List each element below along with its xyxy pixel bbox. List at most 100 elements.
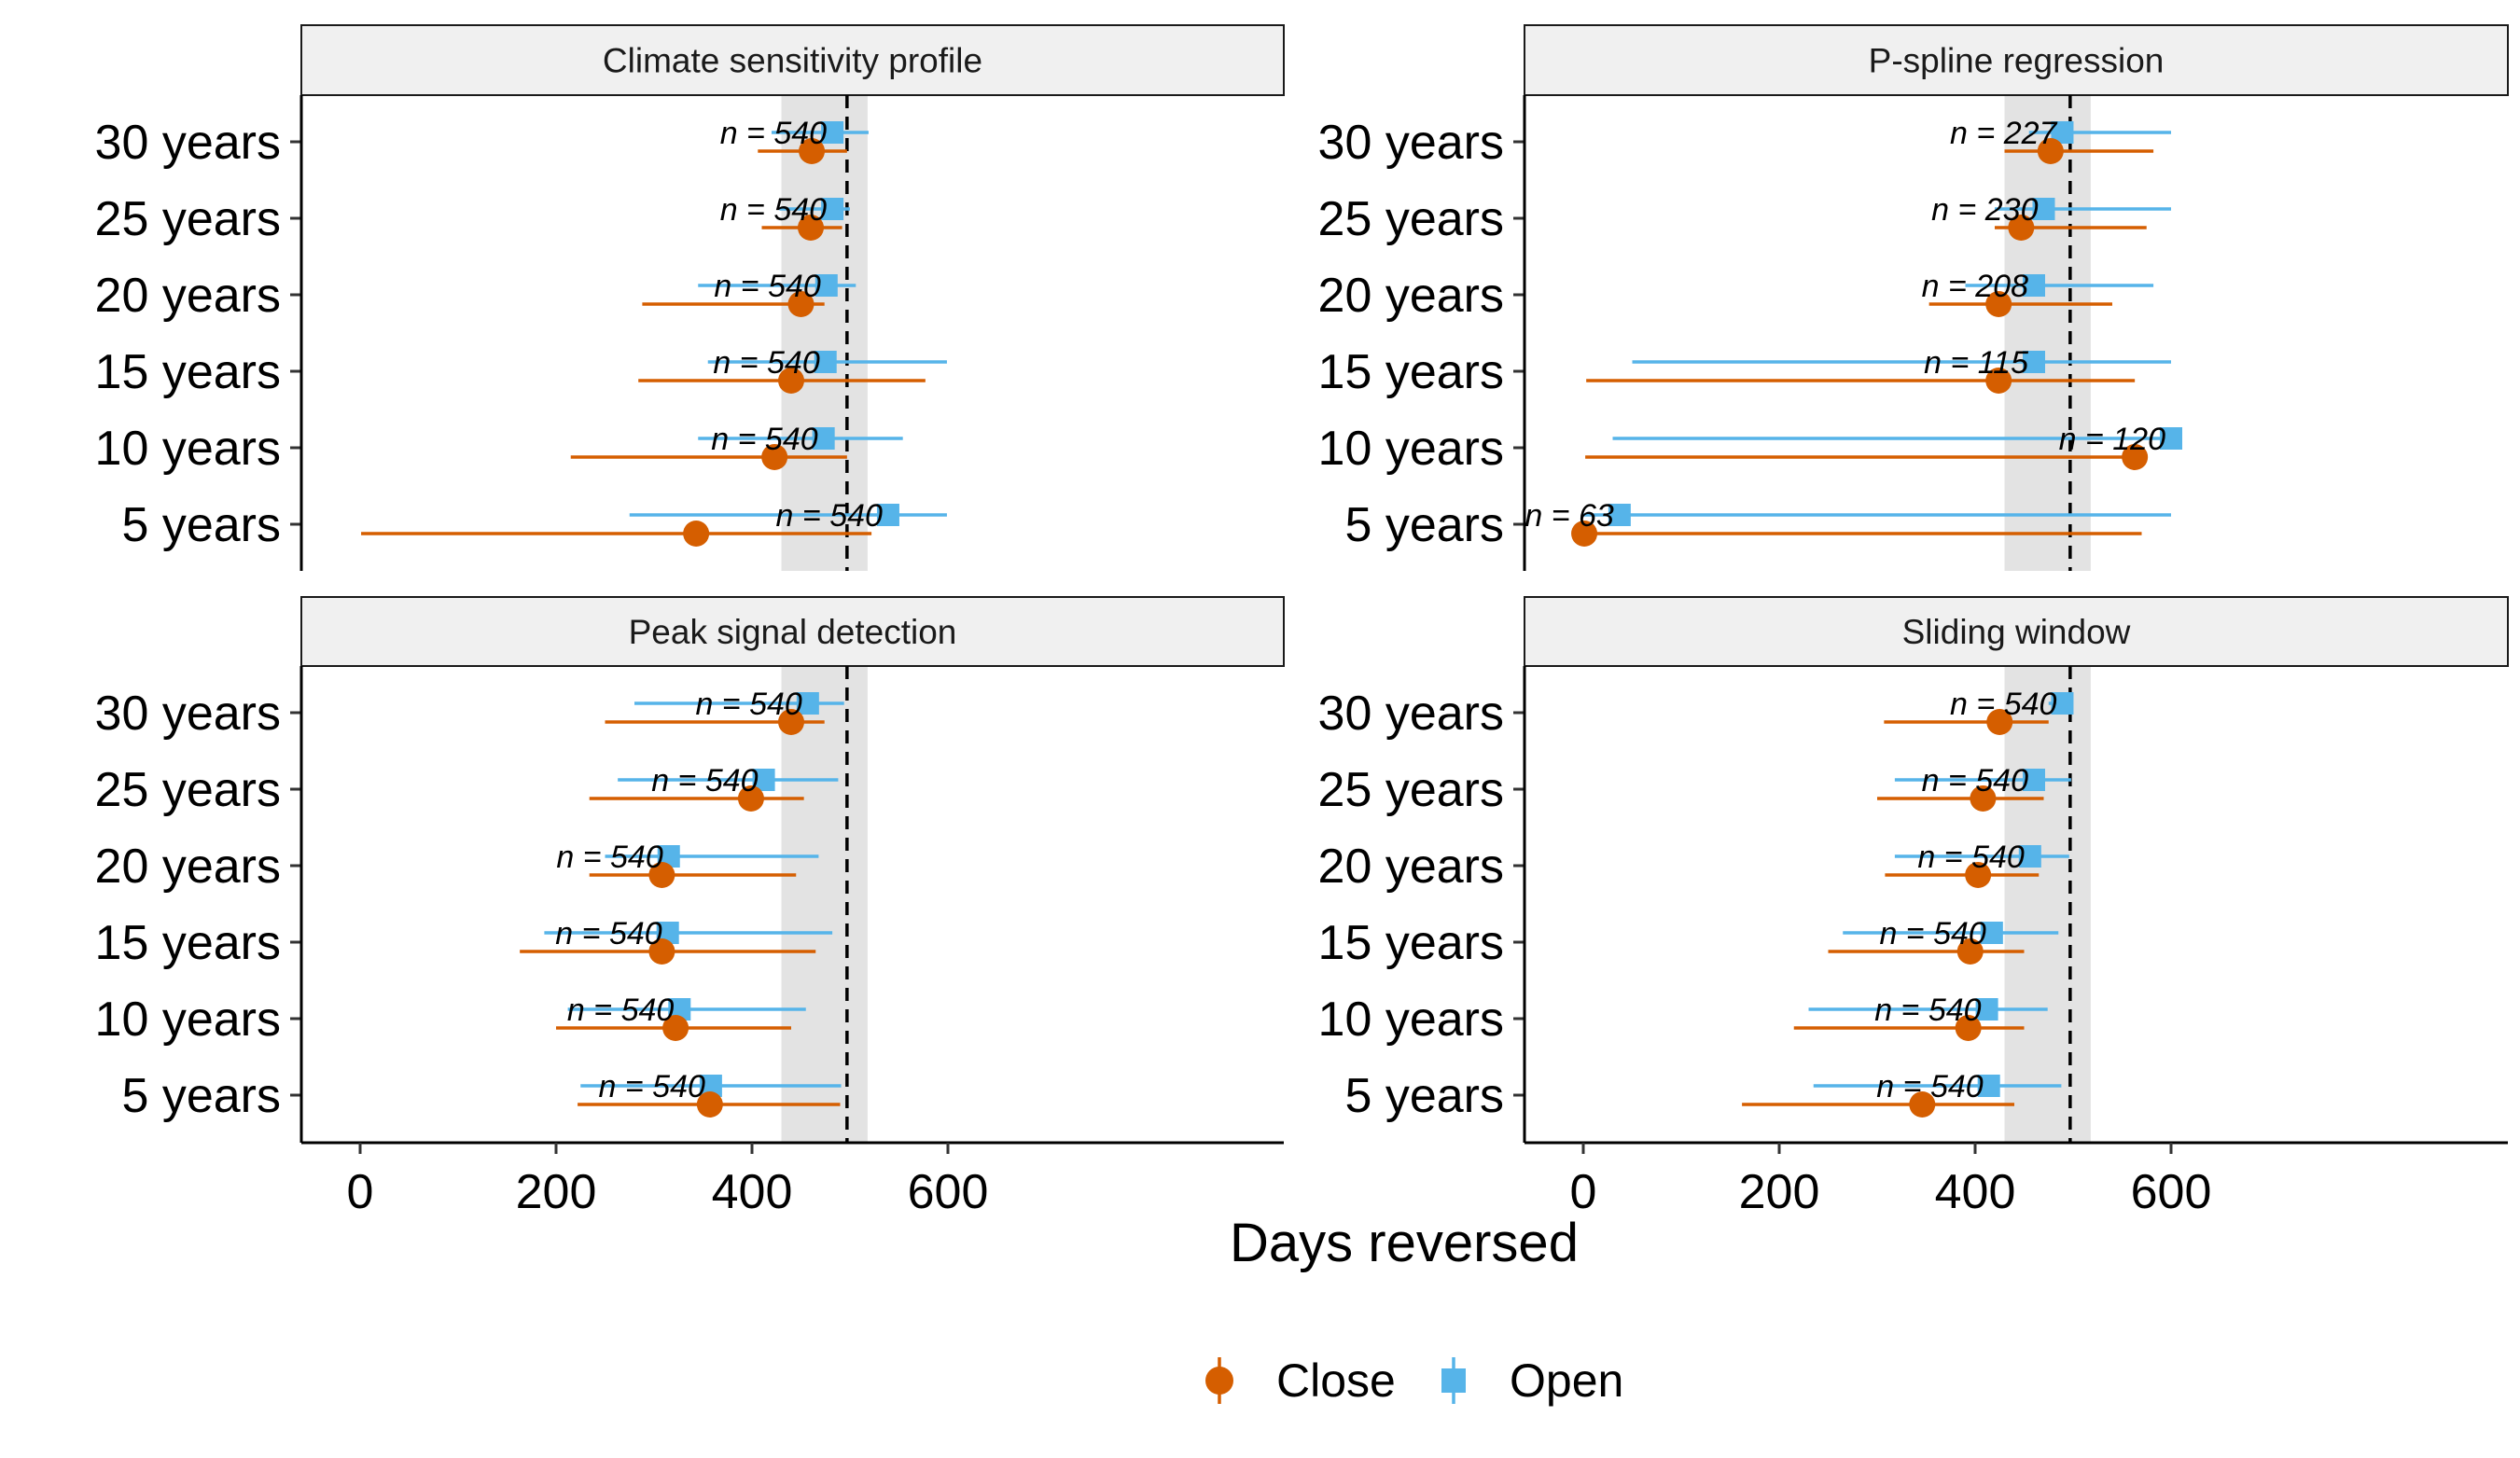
n-label: n = 540 (1950, 687, 2056, 722)
open-point (814, 351, 837, 373)
close-point (778, 368, 804, 394)
panel-title: Sliding window (1902, 613, 2131, 651)
close-point (1985, 368, 2012, 394)
open-point (2023, 274, 2045, 297)
open-point (2018, 845, 2041, 868)
y-tick-label: 10 years (1318, 422, 1504, 476)
n-label: n = 540 (556, 840, 662, 875)
open-point (812, 427, 835, 450)
y-tick-label: 5 years (1344, 1069, 1504, 1123)
n-label: n = 63 (1525, 498, 1614, 534)
reference-band (781, 666, 868, 1143)
panel-title: P-spline regression (1869, 42, 2165, 80)
n-label: n = 540 (599, 1069, 705, 1104)
n-label: n = 540 (555, 916, 661, 951)
panel-2: P-spline regression 30 years n = 227 25 yea… (1318, 24, 2509, 571)
close-point (696, 1091, 723, 1118)
close-point (1955, 1015, 1982, 1041)
n-label: n = 540 (713, 345, 819, 381)
y-tick-label: 25 years (1318, 763, 1504, 817)
n-label: n = 540 (1922, 763, 2028, 798)
close-point (2037, 138, 2064, 164)
close-point (1970, 785, 1997, 812)
close-point (1956, 938, 1984, 965)
y-tick-label: 20 years (1318, 840, 1504, 894)
legend-open-label: Open (1510, 1354, 1623, 1407)
open-point (2023, 351, 2045, 373)
n-label: n = 208 (1922, 269, 2028, 304)
y-tick-label: 10 years (95, 422, 281, 476)
legend-open-key (1441, 1368, 1466, 1393)
open-point (821, 121, 844, 144)
n-label: n = 540 (720, 192, 827, 228)
panel-1: Climate sensitivity profile 30 years n = 5… (95, 24, 1285, 571)
y-tick-label: 30 years (95, 116, 281, 170)
close-point (683, 521, 710, 547)
y-tick-label: 25 years (1318, 192, 1504, 246)
y-tick-label: 15 years (95, 345, 281, 399)
open-point (821, 198, 844, 220)
n-label: n = 540 (776, 498, 883, 534)
y-tick-label: 15 years (1318, 345, 1504, 399)
y-tick-label: 20 years (95, 840, 281, 894)
n-label: n = 540 (711, 422, 817, 457)
legend-close-key (1205, 1367, 1233, 1395)
panel-title: Peak signal detection (629, 613, 957, 651)
n-label: n = 540 (1876, 1069, 1983, 1104)
open-point (2032, 198, 2055, 220)
n-label: n = 540 (1874, 993, 1981, 1028)
n-label: n = 540 (651, 763, 758, 798)
reference-band (781, 95, 868, 571)
reference-band (2004, 95, 2091, 571)
open-point (1975, 998, 1998, 1021)
close-point (648, 862, 675, 888)
n-label: n = 540 (695, 687, 801, 722)
y-tick-label: 25 years (95, 763, 281, 817)
close-point (778, 709, 804, 735)
n-label: n = 540 (1917, 840, 2024, 875)
x-tick-label: 0 (1570, 1165, 1597, 1219)
n-label: n = 540 (714, 269, 820, 304)
legend: Close Open (1205, 1354, 1623, 1407)
y-tick-label: 20 years (1318, 269, 1504, 323)
x-tick-label: 600 (2131, 1165, 2212, 1219)
panel-strip (1524, 24, 2509, 96)
close-point (1571, 521, 1598, 547)
legend-close-label: Close (1276, 1354, 1396, 1407)
panel-title: Climate sensitivity profile (603, 42, 982, 80)
close-point (1965, 862, 1992, 888)
open-point (2051, 692, 2074, 715)
n-label: n = 540 (567, 993, 674, 1028)
x-tick-label: 0 (347, 1165, 374, 1219)
close-point (2122, 444, 2149, 470)
x-tick-label: 400 (712, 1165, 793, 1219)
n-label: n = 115 (1924, 345, 2028, 381)
panel-strip (300, 24, 1285, 96)
close-point (787, 291, 814, 317)
panel-strip (300, 596, 1285, 667)
open-point (1980, 922, 2003, 944)
y-tick-label: 15 years (95, 916, 281, 970)
x-tick-label: 200 (1739, 1165, 1820, 1219)
y-tick-label: 25 years (95, 192, 281, 246)
panel-4: Sliding window 30 years n = 540 25 years n =… (1318, 596, 2509, 1219)
y-tick-label: 30 years (1318, 687, 1504, 741)
y-tick-label: 5 years (121, 498, 281, 552)
close-point (662, 1015, 689, 1041)
y-tick-label: 10 years (1318, 993, 1504, 1047)
y-tick-label: 5 years (121, 1069, 281, 1123)
reference-band (2004, 666, 2091, 1143)
n-label: n = 540 (720, 116, 827, 151)
panel-3: Peak signal detection 30 years n = 540 25 y… (95, 596, 1285, 1219)
n-label: n = 230 (1931, 192, 2038, 228)
x-tick-label: 200 (516, 1165, 597, 1219)
close-point (2008, 215, 2035, 241)
n-label: n = 120 (2059, 422, 2165, 457)
n-label: n = 540 (1879, 916, 1985, 951)
y-tick-label: 30 years (95, 687, 281, 741)
y-tick-label: 20 years (95, 269, 281, 323)
open-point (1977, 1075, 2000, 1097)
open-point (2023, 769, 2045, 791)
